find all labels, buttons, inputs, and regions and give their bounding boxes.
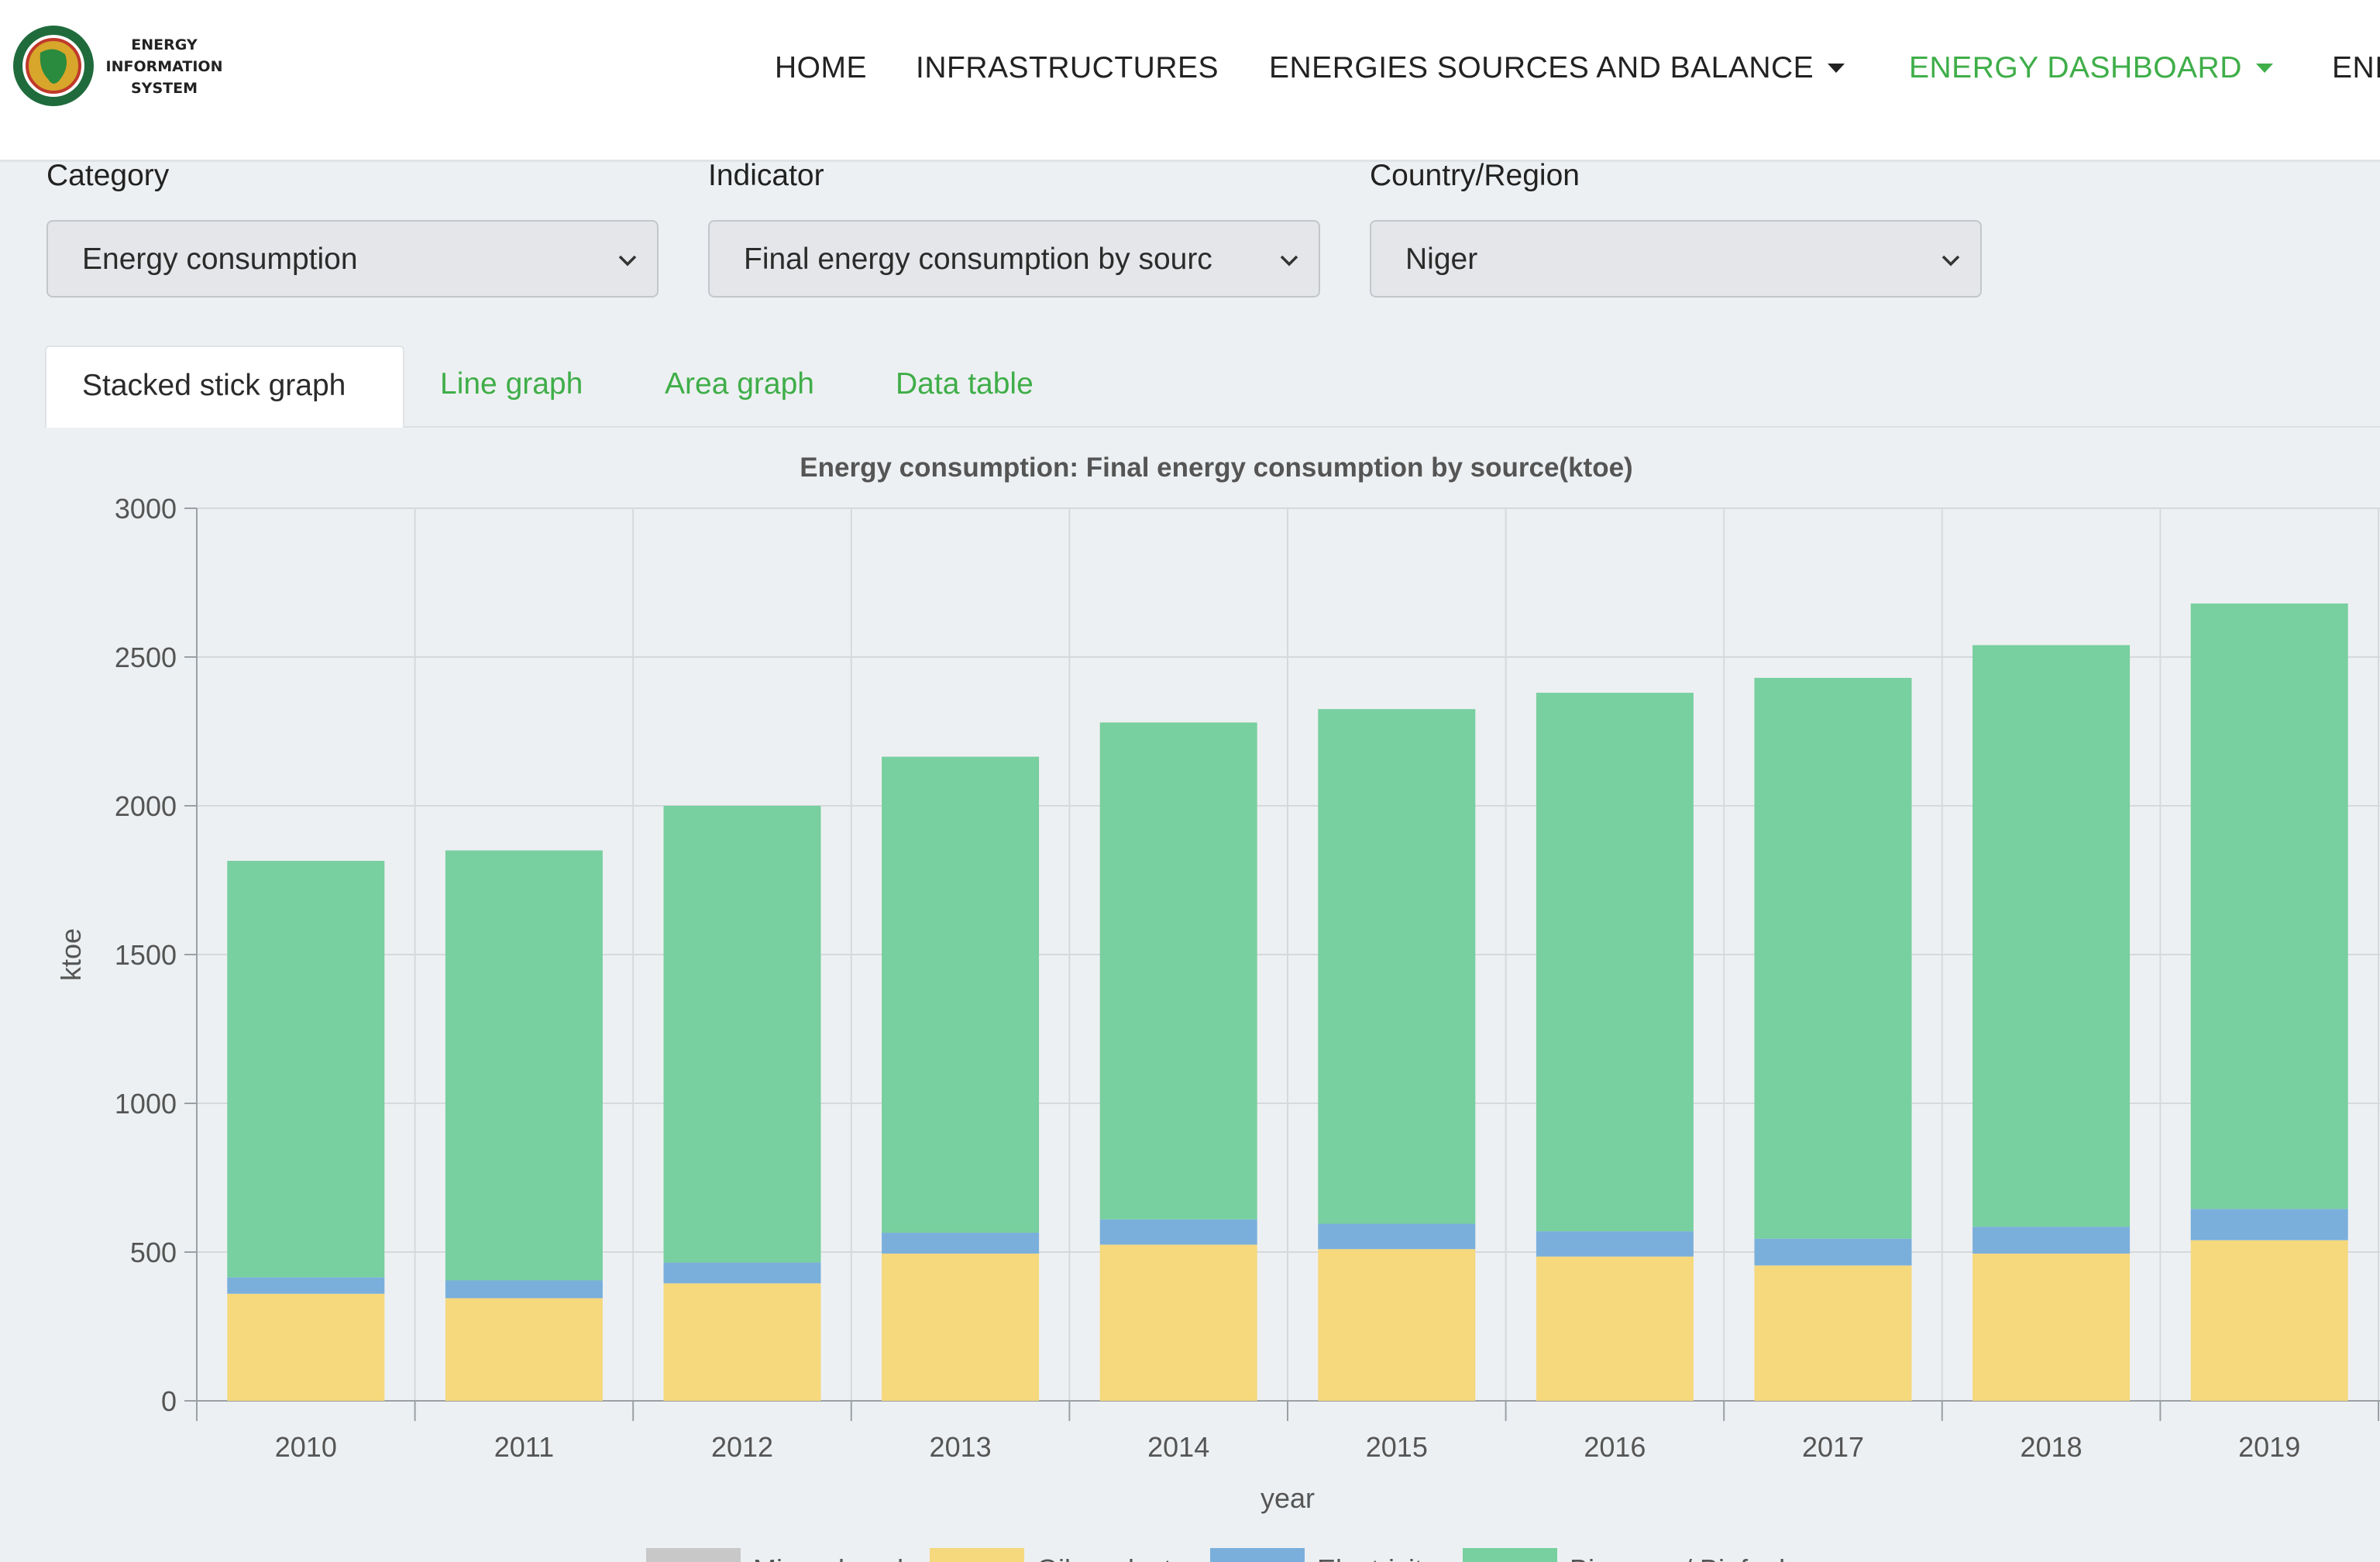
chevron-down-icon	[618, 255, 637, 267]
main-nav: HOME INFRASTRUCTURES ENERGIES SOURCES AN…	[0, 0, 2380, 141]
bar-electricity-2017	[1754, 1238, 1912, 1266]
nav-energies-sources-label: ENERGIES SOURCES AND BALANCE	[1269, 51, 1814, 84]
legend-swatch-electricity	[1210, 1548, 1305, 1562]
bar-oil-products-2015	[1318, 1249, 1476, 1401]
nav-home[interactable]: HOME	[775, 51, 867, 85]
y-tick-label: 2500	[115, 642, 177, 673]
bar-oil-products-2011	[445, 1298, 603, 1401]
bar-electricity-2014	[1099, 1219, 1257, 1245]
tab-label: Stacked stick graph	[82, 369, 346, 402]
logo-line: ENERGY	[131, 36, 198, 53]
bar-electricity-2019	[2190, 1209, 2348, 1240]
y-tick-label: 3000	[115, 493, 177, 525]
bar-electricity-2013	[882, 1233, 1040, 1254]
bar-biomass-biofuel-2013	[882, 756, 1040, 1233]
legend-swatch-oil-products	[930, 1548, 1024, 1562]
logo-text: ENERGY INFORMATION SYSTEM	[102, 34, 226, 99]
x-tick-label-2014: 2014	[1147, 1431, 1209, 1463]
bar-oil-products-2013	[882, 1253, 1040, 1401]
bar-biomass-biofuel-2015	[1318, 709, 1476, 1224]
bar-biomass-biofuel-2010	[227, 861, 385, 1278]
bar-electricity-2012	[663, 1262, 821, 1284]
top-navbar: ENERGY INFORMATION SYSTEM HOME INFRASTRU…	[0, 0, 2380, 162]
x-tick-label-2017: 2017	[1802, 1431, 1864, 1463]
chevron-down-icon	[1280, 255, 1298, 267]
bar-biomass-biofuel-2014	[1099, 722, 1257, 1220]
nav-truncated-label: ENI	[2332, 51, 2380, 84]
nav-infrastructures[interactable]: INFRASTRUCTURES	[916, 51, 1219, 85]
y-tick-label: 500	[130, 1237, 177, 1268]
tab-label: Data table	[896, 367, 1034, 401]
bar-electricity-2016	[1536, 1231, 1694, 1257]
bar-biomass-biofuel-2018	[1972, 645, 2131, 1227]
x-tick-label-2012: 2012	[711, 1431, 773, 1463]
legend-label-mineral-coal: Mineral coal	[753, 1553, 903, 1562]
legend-label-biomass-biofuel: Biomass / Biofuel	[1570, 1553, 1785, 1562]
bar-biomass-biofuel-2019	[2190, 603, 2348, 1209]
x-tick-label-2010: 2010	[275, 1431, 337, 1463]
nav-energy-dashboard-label: ENERGY DASHBOARD	[1909, 51, 2242, 84]
category-select-value: Energy consumption	[82, 243, 358, 276]
bar-electricity-2010	[227, 1277, 385, 1294]
indicator-select[interactable]: Final energy consumption by sourc	[708, 220, 1320, 298]
bar-biomass-biofuel-2011	[445, 850, 603, 1281]
stacked-bar-chart: Energy consumption: Final energy consump…	[55, 452, 2380, 1562]
caret-down-icon	[1828, 63, 1845, 73]
logo-line: SYSTEM	[131, 80, 198, 97]
bar-electricity-2018	[1972, 1227, 2131, 1254]
legend-label-oil-products: Oil products	[1037, 1553, 1185, 1562]
tab-label: Line graph	[440, 367, 583, 401]
tabs-divider	[45, 426, 2380, 428]
y-tick-label: 1500	[115, 939, 177, 971]
bar-biomass-biofuel-2017	[1754, 677, 1912, 1239]
x-tick-label-2019: 2019	[2238, 1431, 2300, 1463]
x-tick-label-2011: 2011	[494, 1431, 554, 1463]
tab-data-table[interactable]: Data table	[860, 346, 1092, 428]
caret-down-icon	[2255, 63, 2273, 73]
y-tick-label: 0	[161, 1385, 177, 1417]
y-axis-title: ktoe	[55, 928, 87, 981]
tab-line-graph[interactable]: Line graph	[404, 346, 614, 428]
x-tick-label-2015: 2015	[1366, 1431, 1428, 1463]
x-axis-title: year	[1261, 1482, 1315, 1514]
region-label: Country/Region	[1370, 159, 1580, 192]
legend-swatch-biomass-biofuel	[1463, 1548, 1557, 1562]
bar-oil-products-2016	[1536, 1256, 1694, 1401]
nav-infrastructures-label: INFRASTRUCTURES	[916, 51, 1219, 84]
tab-area-graph[interactable]: Area graph	[629, 346, 862, 428]
nav-energies-sources[interactable]: ENERGIES SOURCES AND BALANCE	[1269, 51, 1845, 85]
nav-truncated-item[interactable]: ENI	[2332, 51, 2380, 85]
legend-label-electricity: Electricity	[1317, 1553, 1436, 1562]
bar-electricity-2015	[1318, 1223, 1476, 1250]
x-tick-label-2013: 2013	[930, 1431, 992, 1463]
bar-biomass-biofuel-2012	[663, 806, 821, 1263]
legend-swatch-mineral-coal	[646, 1548, 741, 1562]
x-tick-label-2018: 2018	[2021, 1431, 2082, 1463]
bar-biomass-biofuel-2016	[1536, 693, 1694, 1232]
indicator-select-value: Final energy consumption by sourc	[744, 243, 1212, 276]
logo-line: INFORMATION	[105, 58, 223, 75]
region-select[interactable]: Niger	[1370, 220, 1982, 298]
nav-home-label: HOME	[775, 51, 867, 84]
bar-electricity-2011	[445, 1280, 603, 1299]
nav-energy-dashboard[interactable]: ENERGY DASHBOARD	[1909, 51, 2273, 85]
tab-stacked-stick-graph[interactable]: Stacked stick graph	[45, 346, 404, 428]
x-tick-label-2016: 2016	[1584, 1431, 1646, 1463]
category-select[interactable]: Energy consumption	[46, 220, 659, 298]
bar-oil-products-2019	[2190, 1240, 2348, 1401]
chart-title: Energy consumption: Final energy consump…	[800, 452, 1632, 483]
chevron-down-icon	[1941, 255, 1960, 267]
bar-oil-products-2014	[1099, 1244, 1257, 1401]
category-label: Category	[46, 159, 170, 192]
y-tick-label: 1000	[115, 1088, 177, 1120]
ecowas-logo[interactable]	[11, 22, 96, 110]
bar-oil-products-2010	[227, 1293, 385, 1401]
y-tick-label: 2000	[115, 790, 177, 822]
bar-oil-products-2017	[1754, 1265, 1912, 1401]
bar-oil-products-2018	[1972, 1253, 2131, 1401]
region-select-value: Niger	[1405, 243, 1478, 276]
tab-label: Area graph	[665, 367, 814, 401]
bar-oil-products-2012	[663, 1283, 821, 1401]
indicator-label: Indicator	[708, 159, 824, 192]
